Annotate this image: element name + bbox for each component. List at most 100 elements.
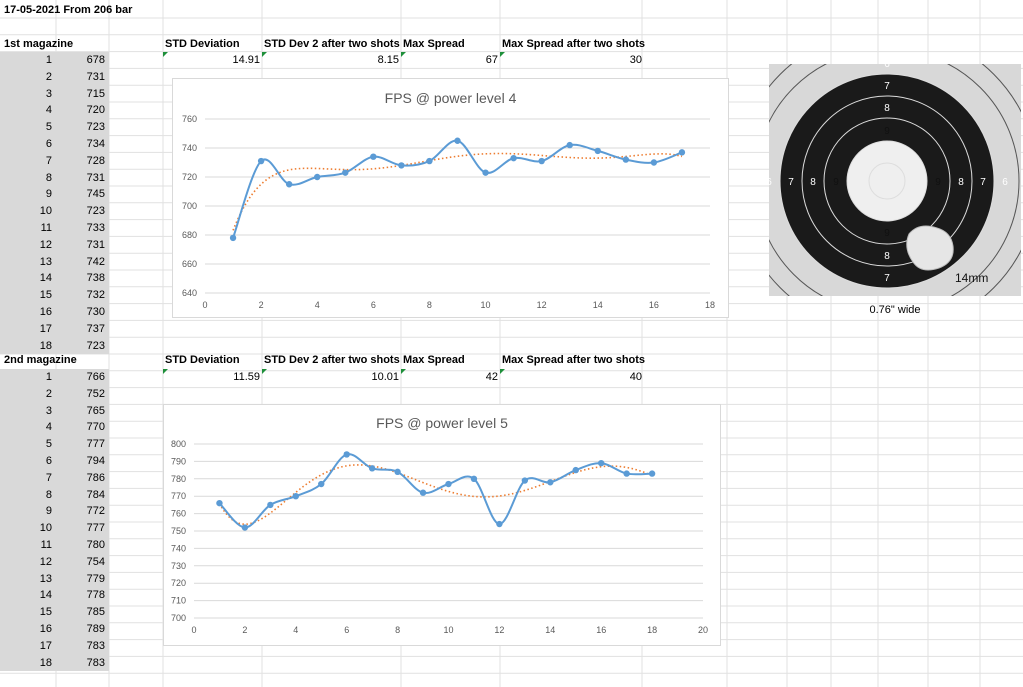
row-index-cell[interactable]: 10 bbox=[0, 203, 56, 220]
row-index-cell[interactable]: 12 bbox=[0, 236, 56, 254]
fps-value-cell[interactable]: 752 bbox=[56, 385, 109, 403]
fps-value-cell[interactable]: 738 bbox=[56, 270, 109, 288]
y-tick-label: 640 bbox=[182, 288, 197, 298]
row-index-cell[interactable]: 5 bbox=[0, 436, 56, 453]
fps-value-cell[interactable]: 734 bbox=[56, 136, 109, 153]
fps-value-cell[interactable]: 779 bbox=[56, 570, 109, 588]
fps-value-cell[interactable]: 731 bbox=[56, 68, 109, 86]
fps-value-cell[interactable]: 723 bbox=[56, 203, 109, 220]
fps-value-cell[interactable]: 785 bbox=[56, 604, 109, 621]
mag2-std2-value[interactable]: 10.01 bbox=[371, 371, 399, 383]
fps-value-cell[interactable]: 765 bbox=[56, 402, 109, 420]
mag2-max2-label[interactable]: Max Spread after two shots bbox=[502, 354, 646, 366]
row-index-cell[interactable]: 13 bbox=[0, 253, 56, 271]
fps-value-cell[interactable]: 783 bbox=[56, 637, 109, 655]
fps-value-cell[interactable]: 770 bbox=[56, 419, 109, 437]
fps-value-cell[interactable]: 778 bbox=[56, 587, 109, 605]
row-index-cell[interactable]: 16 bbox=[0, 304, 56, 321]
row-index-cell[interactable]: 13 bbox=[0, 570, 56, 588]
mag1-max-label[interactable]: Max Spread bbox=[403, 38, 465, 50]
fps-value-cell[interactable]: 780 bbox=[56, 537, 109, 554]
mag2-std2-label[interactable]: STD Dev 2 after two shots bbox=[264, 354, 400, 366]
row-index-cell[interactable]: 2 bbox=[0, 385, 56, 403]
row-index-cell[interactable]: 8 bbox=[0, 486, 56, 504]
fps-value-cell[interactable]: 754 bbox=[56, 553, 109, 571]
row-index-cell[interactable]: 14 bbox=[0, 587, 56, 605]
row-index-cell[interactable]: 7 bbox=[0, 152, 56, 170]
row-index-cell[interactable]: 18 bbox=[0, 337, 56, 355]
row-index-cell[interactable]: 3 bbox=[0, 85, 56, 103]
fps-value-cell[interactable]: 728 bbox=[56, 152, 109, 170]
fps-value-cell[interactable]: 784 bbox=[56, 486, 109, 504]
row-index-cell[interactable]: 18 bbox=[0, 654, 56, 672]
row-index-cell[interactable]: 6 bbox=[0, 453, 56, 470]
row-index-cell[interactable]: 2 bbox=[0, 68, 56, 86]
row-index-cell[interactable]: 15 bbox=[0, 287, 56, 304]
row-index-cell[interactable]: 7 bbox=[0, 469, 56, 487]
fps-value-cell[interactable]: 731 bbox=[56, 236, 109, 254]
mag2-std-value[interactable]: 11.59 bbox=[233, 371, 260, 383]
mag2-max-value[interactable]: 42 bbox=[485, 371, 498, 383]
row-index-cell[interactable]: 11 bbox=[0, 220, 56, 237]
row-index-cell[interactable]: 1 bbox=[0, 52, 56, 69]
fps-value-cell[interactable]: 789 bbox=[56, 621, 109, 638]
target-photo[interactable]: 5555666677778888999914mm bbox=[769, 64, 1021, 296]
row-index-cell[interactable]: 4 bbox=[0, 419, 56, 437]
fps-value-cell[interactable]: 777 bbox=[56, 520, 109, 537]
mag2-max2-value[interactable]: 40 bbox=[629, 371, 642, 383]
fps-value-cell[interactable]: 730 bbox=[56, 304, 109, 321]
row-index-cell[interactable]: 5 bbox=[0, 119, 56, 136]
row-index-cell[interactable]: 9 bbox=[0, 186, 56, 204]
fps-value-cell[interactable]: 715 bbox=[56, 85, 109, 103]
row-index-cell[interactable]: 3 bbox=[0, 402, 56, 420]
row-index-cell[interactable]: 8 bbox=[0, 169, 56, 187]
fps-value-cell[interactable]: 723 bbox=[56, 337, 109, 355]
fps-chart-power-5[interactable]: FPS @ power level 5 700 710 720 730 740 750 76… bbox=[163, 404, 721, 646]
row-index-cell[interactable]: 17 bbox=[0, 637, 56, 655]
data-point bbox=[267, 501, 274, 509]
fps-value-cell[interactable]: 732 bbox=[56, 287, 109, 304]
fps-value-cell[interactable]: 723 bbox=[56, 119, 109, 136]
fps-value-cell[interactable]: 745 bbox=[56, 186, 109, 204]
fps-chart-power-4[interactable]: FPS @ power level 4 640 660 680 700 720 740 76… bbox=[172, 78, 729, 318]
mag2-max-label[interactable]: Max Spread bbox=[403, 354, 465, 366]
mag1-max-value[interactable]: 67 bbox=[485, 54, 498, 66]
fps-value-cell[interactable]: 772 bbox=[56, 503, 109, 521]
fps-value-cell[interactable]: 678 bbox=[56, 52, 109, 69]
fps-value-cell[interactable]: 742 bbox=[56, 253, 109, 271]
row-index-cell[interactable]: 12 bbox=[0, 553, 56, 571]
fps-value-cell[interactable]: 731 bbox=[56, 169, 109, 187]
fps-value-cell[interactable]: 737 bbox=[56, 320, 109, 338]
mag1-std2-label[interactable]: STD Dev 2 after two shots bbox=[264, 38, 400, 50]
row-index-cell[interactable]: 6 bbox=[0, 136, 56, 153]
row-index-cell[interactable]: 11 bbox=[0, 537, 56, 554]
fps-value-cell[interactable]: 720 bbox=[56, 102, 109, 120]
mag1-std-label[interactable]: STD Deviation bbox=[165, 38, 240, 50]
fps-value-cell[interactable]: 786 bbox=[56, 469, 109, 487]
row-index-cell[interactable]: 14 bbox=[0, 270, 56, 288]
fps-value-cell[interactable]: 783 bbox=[56, 654, 109, 672]
mag2-std-label[interactable]: STD Deviation bbox=[165, 354, 240, 366]
data-point bbox=[454, 137, 461, 144]
mag1-max2-label[interactable]: Max Spread after two shots bbox=[502, 38, 646, 50]
row-index-cell[interactable]: 4 bbox=[0, 102, 56, 120]
fps-value-cell[interactable]: 733 bbox=[56, 220, 109, 237]
mag1-max2-value[interactable]: 30 bbox=[629, 54, 642, 66]
row-index-cell[interactable]: 16 bbox=[0, 621, 56, 638]
row-index-cell[interactable]: 9 bbox=[0, 503, 56, 521]
mag1-std-value[interactable]: 14.91 bbox=[232, 54, 260, 66]
row-index-cell[interactable]: 17 bbox=[0, 320, 56, 338]
row-index-cell[interactable]: 1 bbox=[0, 369, 56, 386]
comment-indicator-icon bbox=[163, 369, 168, 374]
mag1-std2-value[interactable]: 8.15 bbox=[377, 54, 399, 66]
row-index-cell[interactable]: 15 bbox=[0, 604, 56, 621]
row-index-cell[interactable]: 10 bbox=[0, 520, 56, 537]
fps-value-cell[interactable]: 766 bbox=[56, 369, 109, 386]
magazine2-label[interactable]: 2nd magazine bbox=[4, 354, 77, 366]
fps-value-cell[interactable]: 777 bbox=[56, 436, 109, 453]
fps-value-cell[interactable]: 794 bbox=[56, 453, 109, 470]
sheet-title[interactable]: 17-05-2021 From 206 bar bbox=[4, 4, 133, 16]
magazine1-label[interactable]: 1st magazine bbox=[4, 38, 74, 50]
group-width-caption[interactable]: 0.76" wide bbox=[869, 304, 921, 316]
